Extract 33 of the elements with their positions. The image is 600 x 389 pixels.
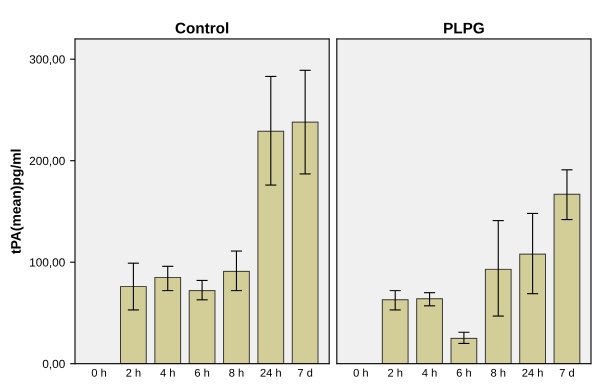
bar <box>223 270 250 364</box>
bar <box>292 122 319 364</box>
bar <box>450 338 478 364</box>
bar <box>554 194 580 364</box>
x-tick-label: 24 h <box>260 368 281 377</box>
bar <box>188 290 216 364</box>
y-tick-label: 200,00 <box>30 156 65 166</box>
x-tick-label: 0 h <box>92 368 106 377</box>
x-tick-label: 8 h <box>491 368 506 377</box>
x-tick-label: 2 h <box>388 368 402 377</box>
x-tick-label: 24 h <box>522 368 543 377</box>
chart-title: PLPG <box>444 22 484 34</box>
x-tick-label: 8 h <box>229 368 244 377</box>
bar <box>519 254 546 364</box>
y-axis-title: tPA(mean)pg/ml <box>10 150 24 254</box>
y-tick-label: 0,00 <box>42 360 65 370</box>
x-tick-label: 4 h <box>422 368 437 377</box>
x-tick-label: 0 h <box>354 368 368 377</box>
x-tick-label: 7 d <box>298 368 312 377</box>
bar <box>120 286 147 364</box>
y-tick-label: 300,00 <box>30 55 65 65</box>
bar <box>484 268 512 364</box>
bar <box>154 276 182 364</box>
y-tick-label: 100,00 <box>30 258 65 268</box>
x-tick-label: 6 h <box>456 368 471 377</box>
bar <box>416 298 443 364</box>
x-tick-label: 4 h <box>160 368 175 377</box>
x-tick-label: 2 h <box>126 368 140 377</box>
bar <box>382 299 409 364</box>
bar <box>257 130 284 364</box>
x-tick-label: 6 h <box>194 368 210 377</box>
x-tick-label: 7 d <box>560 368 574 377</box>
chart-title: Control <box>176 22 228 34</box>
